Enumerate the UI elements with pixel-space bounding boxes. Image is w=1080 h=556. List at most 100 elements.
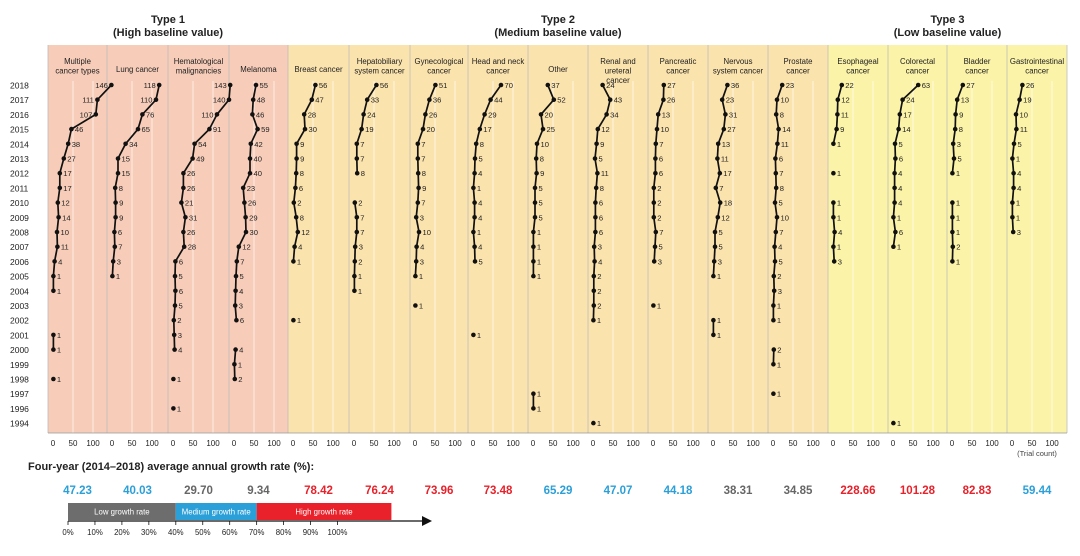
data-point xyxy=(113,200,118,205)
data-label: 4 xyxy=(178,346,182,355)
data-label: 1 xyxy=(57,287,61,296)
series-segment xyxy=(62,143,70,159)
series-segment xyxy=(716,202,722,218)
data-label: 7 xyxy=(118,243,122,252)
data-point xyxy=(181,170,186,176)
series-segment xyxy=(772,290,776,306)
data-label: 1 xyxy=(956,228,960,237)
series-segment xyxy=(721,99,727,115)
panel-title: cancer xyxy=(1025,67,1049,76)
data-point xyxy=(226,97,232,102)
series-segment xyxy=(235,261,238,277)
data-label: 4 xyxy=(1017,169,1021,178)
data-point xyxy=(960,82,966,88)
data-label: 20 xyxy=(545,110,553,119)
panel-title: Prostate xyxy=(783,57,812,66)
series-segment xyxy=(722,114,727,130)
data-point xyxy=(171,376,176,382)
data-label: 7 xyxy=(659,228,663,237)
data-point xyxy=(214,112,220,117)
data-label: 1 xyxy=(297,257,301,266)
data-label: 10 xyxy=(781,213,789,222)
data-point xyxy=(831,215,836,220)
data-point xyxy=(651,303,656,308)
data-label: 40 xyxy=(254,155,262,164)
growth-rate-value: 47.23 xyxy=(63,485,92,497)
data-point xyxy=(892,170,897,176)
scale-segment xyxy=(68,503,176,520)
data-label: 8 xyxy=(959,125,963,134)
panel-title: cancer xyxy=(486,67,510,76)
series-segment xyxy=(56,187,61,203)
data-point xyxy=(302,126,308,132)
data-label: 3 xyxy=(420,213,424,222)
scale-tick-label: 90% xyxy=(303,528,319,537)
data-point xyxy=(721,126,727,132)
data-point xyxy=(1010,215,1015,220)
data-point xyxy=(772,244,777,249)
series-segment xyxy=(67,128,73,144)
series-segment xyxy=(303,99,313,115)
data-label: 6 xyxy=(899,155,903,164)
series-segment xyxy=(172,305,176,321)
data-point xyxy=(540,126,546,132)
series-segment xyxy=(832,246,836,262)
data-point xyxy=(893,156,898,161)
series-segment xyxy=(295,217,299,233)
data-point xyxy=(531,273,536,279)
series-segment xyxy=(836,84,843,100)
panel-title: cancer xyxy=(786,67,810,76)
data-point xyxy=(891,215,896,220)
year-tick-label: 2002 xyxy=(10,316,29,326)
data-label: 4 xyxy=(478,243,482,252)
data-label: 7 xyxy=(659,140,663,149)
data-point xyxy=(243,229,249,235)
data-label: 9 xyxy=(119,213,123,222)
data-label: 8 xyxy=(780,110,784,119)
series-segment xyxy=(776,129,780,144)
data-label: 3 xyxy=(778,287,782,296)
growth-rate-value: 9.34 xyxy=(247,485,270,497)
data-point xyxy=(591,288,597,294)
x-tick-label: 50 xyxy=(309,439,318,448)
data-label: 5 xyxy=(179,272,183,281)
data-label: 3 xyxy=(957,140,961,149)
series-segment xyxy=(774,202,778,218)
x-tick-label: 50 xyxy=(1028,439,1037,448)
data-label: 28 xyxy=(308,110,316,119)
series-segment xyxy=(96,84,113,101)
panel-title: cancer xyxy=(965,67,989,76)
year-tick-label: 2016 xyxy=(10,110,29,120)
series-segment xyxy=(416,128,424,145)
growth-rate-value: 65.29 xyxy=(544,485,573,497)
data-label: 10 xyxy=(661,125,669,134)
data-label: 1 xyxy=(419,302,423,311)
series-segment xyxy=(414,261,418,277)
x-tick-label: 100 xyxy=(866,439,880,448)
scale-tick-label: 50% xyxy=(195,528,211,537)
data-label: 5 xyxy=(539,184,543,193)
panel-title: cancer xyxy=(666,67,690,76)
series-segment xyxy=(1018,84,1024,100)
data-point xyxy=(413,273,418,279)
x-tick-label: 0 xyxy=(413,439,418,448)
data-point xyxy=(250,112,255,117)
scale-tick-label: 100% xyxy=(328,528,348,537)
series-segment xyxy=(952,128,957,144)
data-label: 10 xyxy=(541,140,549,149)
data-point xyxy=(1010,200,1015,205)
panel-title: ureteral xyxy=(605,67,632,76)
data-label: 65 xyxy=(142,125,150,134)
data-point xyxy=(592,156,598,161)
data-point xyxy=(651,259,657,264)
data-point xyxy=(110,273,115,279)
data-point xyxy=(892,185,897,191)
series-segment xyxy=(251,114,259,130)
data-point xyxy=(892,200,897,205)
data-point xyxy=(532,200,538,205)
data-label: 1 xyxy=(537,243,541,252)
data-point xyxy=(471,229,476,235)
data-point xyxy=(775,141,780,147)
data-point xyxy=(1011,170,1016,176)
data-point xyxy=(551,97,557,102)
